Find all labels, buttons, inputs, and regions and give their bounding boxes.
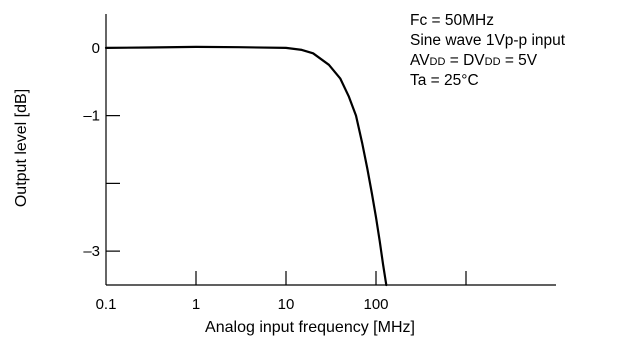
x-ticks: 0.1 1 10 100 [96,271,467,313]
annotation-fc: Fc = 50MHz [410,12,494,29]
annotation-supply-eq1: = DV [445,52,485,69]
x-tick-label: 10 [278,296,295,313]
annotation-supply-dv-sub: DD [485,56,501,68]
x-tick-label: 100 [363,296,388,313]
annotation-supply: AVDD = DVDD = 5V [410,52,538,69]
y-tick-label: –1 [83,108,100,125]
annotation-block: Fc = 50MHz Sine wave 1Vp-p input AVDD = … [410,12,566,89]
series-line-0 [104,45,388,287]
x-axis-label: Analog input frequency [MHz] [205,319,415,336]
annotation-input: Sine wave 1Vp-p input [410,32,566,49]
annotation-supply-eq2: = 5V [501,52,538,69]
y-tick-label: –3 [83,243,100,260]
y-tick-label: 0 [92,40,100,57]
x-tick-label: 0.1 [96,296,117,313]
x-tick-label: 1 [192,296,200,313]
annotation-ta: Ta = 25°C [410,72,479,89]
y-axis-label: Output level [dB] [13,89,30,207]
annotation-supply-av-sub: DD [430,56,446,68]
y-ticks: 0 –1 –3 [83,40,120,260]
annotation-supply-av: AV [410,52,430,69]
series-group [104,45,388,287]
plot-frame [105,14,556,286]
